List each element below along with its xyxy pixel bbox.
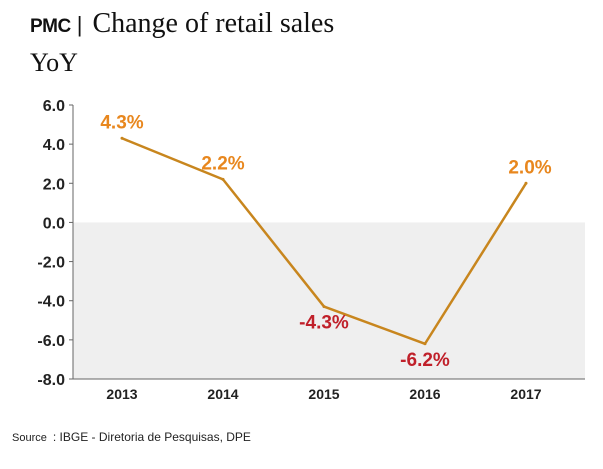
data-point — [423, 342, 427, 346]
data-point — [120, 136, 124, 140]
x-tick-label: 2016 — [409, 386, 440, 402]
chart-header: PMC | Change of retail sales — [30, 8, 334, 48]
data-label: -6.2% — [400, 350, 450, 371]
x-axis-tick-labels: 2013 2014 2015 2016 2017 — [106, 386, 541, 402]
y-tick-label: 6.0 — [43, 98, 65, 115]
data-point — [322, 305, 326, 309]
data-label: 4.3% — [100, 112, 143, 133]
data-point — [524, 181, 528, 185]
y-tick-label: -8.0 — [37, 372, 65, 389]
negative-band-rect — [73, 222, 585, 379]
brand-separator: | — [76, 12, 83, 37]
series-line-group — [120, 136, 528, 346]
y-tick-label: 4.0 — [43, 137, 65, 154]
chart-title: Change of retail sales — [92, 8, 335, 39]
source-text: : IBGE - Diretoria de Pesquisas, DPE — [52, 430, 251, 444]
y-axis-tick-labels: 6.0 4.0 2.0 0.0 -2.0 -4.0 -6.0 -8.0 — [37, 98, 65, 389]
data-label: 2.2% — [201, 153, 244, 174]
y-tick-label: -6.0 — [37, 333, 65, 350]
brand-label: PMC — [30, 16, 71, 37]
source-note: Source : IBGE - Diretoria de Pesquisas, … — [12, 430, 251, 444]
data-label: 2.0% — [508, 157, 551, 178]
y-tick-label: 2.0 — [43, 176, 65, 193]
chart-axes — [69, 104, 585, 380]
source-label: Source — [12, 432, 47, 444]
data-point — [221, 177, 225, 181]
x-tick-label: 2015 — [308, 386, 339, 402]
x-tick-label: 2013 — [106, 386, 137, 402]
y-tick-label: 0.0 — [43, 215, 65, 232]
chart-subtitle: YoY — [30, 48, 78, 77]
x-tick-label: 2017 — [510, 386, 541, 402]
y-tick-label: -2.0 — [37, 255, 65, 272]
y-tick-label: -4.0 — [37, 294, 65, 311]
data-labels: 4.3% 2.2% -4.3% -6.2% 2.0% — [100, 112, 551, 371]
data-label: -4.3% — [299, 313, 349, 334]
negative-region-band — [73, 222, 585, 379]
x-tick-label: 2014 — [207, 386, 238, 402]
